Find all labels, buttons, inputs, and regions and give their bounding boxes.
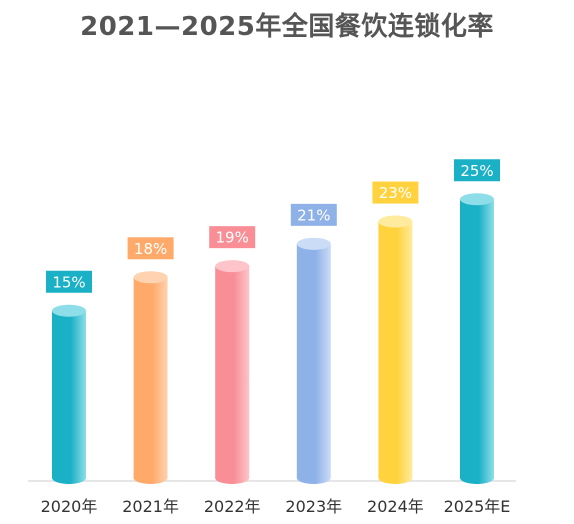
bar-1: 18%	[127, 237, 174, 484]
x-tick-label: 2020年	[41, 497, 98, 516]
x-tick-label: 2023年	[285, 497, 342, 516]
bar-cap	[133, 271, 168, 284]
x-tick-label: 2021年	[122, 497, 179, 516]
bar-body	[52, 310, 86, 478]
data-label: 25%	[460, 162, 493, 180]
data-label-box	[209, 226, 256, 249]
bar-cap	[52, 304, 86, 317]
bar-body	[133, 277, 168, 478]
data-label-box	[290, 203, 337, 226]
bar-2: 19%	[209, 226, 256, 484]
bar-body	[215, 266, 250, 478]
bar-cap	[378, 215, 413, 228]
data-label: 21%	[297, 206, 330, 224]
data-label: 18%	[134, 240, 167, 258]
bar-cap	[460, 193, 494, 206]
data-label-box	[127, 237, 174, 260]
bar-body	[378, 221, 413, 479]
data-label-box	[372, 181, 419, 204]
bar-0: 15%	[46, 270, 92, 484]
bar-body	[296, 243, 331, 478]
bar-5: 25%	[454, 159, 500, 484]
bar-cap	[296, 237, 331, 250]
x-tick-label: 2022年	[204, 497, 261, 516]
x-tick-label: 2025年E	[444, 497, 511, 516]
bar-cap	[215, 260, 250, 273]
bar-3: 21%	[290, 203, 337, 484]
bar-4: 23%	[372, 181, 419, 484]
data-label: 15%	[52, 273, 85, 291]
data-label: 19%	[216, 229, 249, 247]
bar-body	[460, 199, 494, 478]
data-label-box	[454, 159, 500, 182]
data-label: 23%	[379, 184, 412, 202]
x-tick-label: 2024年	[367, 497, 424, 516]
data-label-box	[46, 270, 92, 293]
chart-title: 2021—2025年全国餐饮连锁化率	[80, 12, 494, 42]
